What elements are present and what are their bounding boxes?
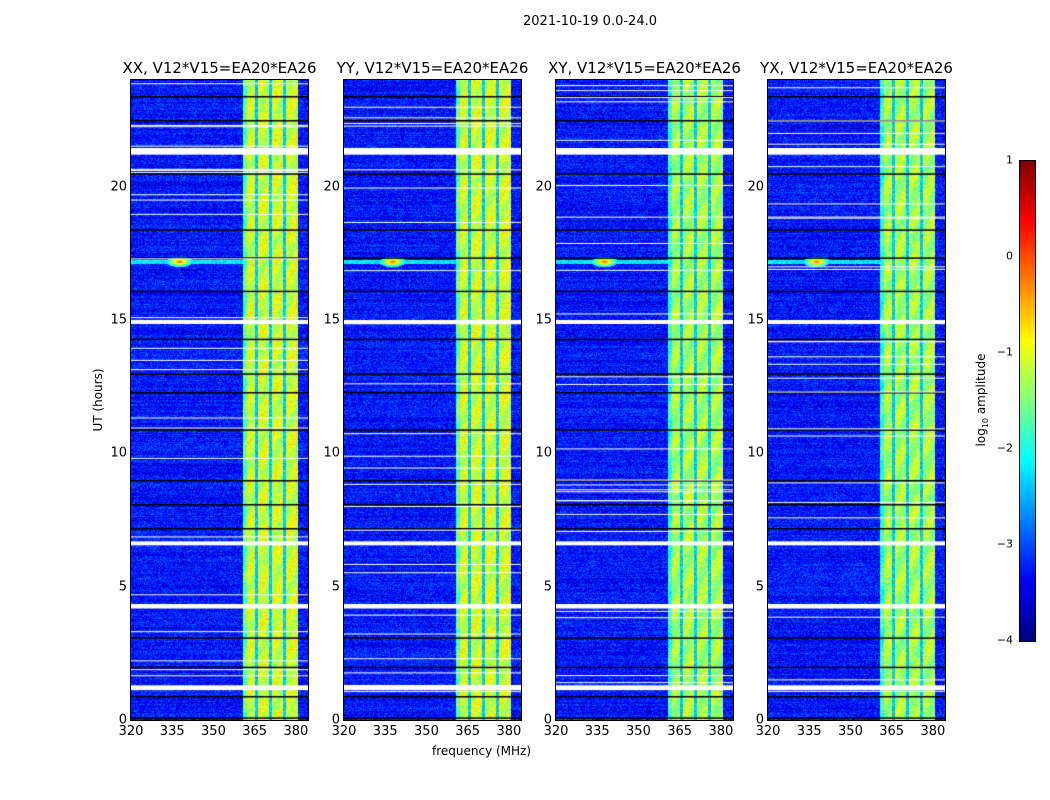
y-tick-label: 20 <box>323 179 340 195</box>
y-tick-label: 5 <box>755 579 764 595</box>
figure-title: 2021-10-19 0.0-24.0 <box>523 14 657 29</box>
y-tick-label: 5 <box>331 579 340 595</box>
x-tick-label: 350 <box>414 724 439 739</box>
spectrogram-panel-2 <box>555 79 734 721</box>
colorbar-tick-label: −2 <box>996 441 1013 455</box>
spectrogram-panel-0 <box>130 79 309 721</box>
y-tick-label: 10 <box>323 445 340 461</box>
x-tick-label: 365 <box>667 724 693 739</box>
y-tick-label: 15 <box>747 312 764 328</box>
y-tick-label: 0 <box>118 712 127 728</box>
x-tick-label: 365 <box>455 724 481 739</box>
panel-title: XX, V12*V15=EA20*EA26 <box>122 59 317 77</box>
y-axis-label: UT (hours) <box>91 368 105 432</box>
y-tick-label: 5 <box>543 579 552 595</box>
y-tick-label: 15 <box>323 312 340 328</box>
spectrogram-image <box>768 80 945 720</box>
colorbar-tick-label: −4 <box>996 633 1013 647</box>
x-tick-label: 320 <box>755 724 781 739</box>
panel-title: YX, V12*V15=EA20*EA26 <box>760 59 953 77</box>
spectrogram-image <box>344 80 521 720</box>
y-tick-label: 10 <box>110 445 127 461</box>
x-tick-label: 335 <box>372 724 398 739</box>
x-tick-label: 380 <box>708 724 734 739</box>
spectrogram-panel-3 <box>767 79 946 721</box>
x-tick-label: 380 <box>283 724 309 739</box>
x-tick-label: 320 <box>118 724 144 739</box>
panel-title: XY, V12*V15=EA20*EA26 <box>548 59 741 77</box>
y-tick-label: 15 <box>110 312 127 328</box>
colorbar <box>1019 160 1036 642</box>
x-tick-label: 335 <box>796 724 822 739</box>
colorbar-label: log10 amplitude <box>973 353 991 447</box>
spectrogram-image <box>131 80 308 720</box>
y-tick-label: 0 <box>331 712 340 728</box>
x-tick-label: 380 <box>920 724 946 739</box>
colorbar-tick-label: −1 <box>996 345 1013 359</box>
x-tick-label: 350 <box>626 724 651 739</box>
x-tick-label: 365 <box>242 724 268 739</box>
x-tick-label: 350 <box>838 724 863 739</box>
y-tick-label: 20 <box>747 179 764 195</box>
spectrogram-panel-1 <box>343 79 522 721</box>
x-tick-label: 335 <box>159 724 185 739</box>
y-tick-label: 0 <box>755 712 764 728</box>
x-tick-label: 320 <box>543 724 569 739</box>
colorbar-tick-label: 0 <box>1006 249 1013 263</box>
y-tick-label: 0 <box>543 712 552 728</box>
x-axis-label: frequency (MHz) <box>432 744 532 758</box>
y-tick-label: 20 <box>110 179 127 195</box>
y-tick-label: 10 <box>747 445 764 461</box>
x-tick-label: 350 <box>201 724 226 739</box>
colorbar-tick-label: −3 <box>996 537 1013 551</box>
x-tick-label: 365 <box>879 724 905 739</box>
y-tick-label: 5 <box>118 579 127 595</box>
x-tick-label: 320 <box>331 724 357 739</box>
y-tick-label: 10 <box>535 445 552 461</box>
panel-title: YY, V12*V15=EA20*EA26 <box>336 59 529 77</box>
x-tick-label: 335 <box>584 724 610 739</box>
y-tick-label: 15 <box>535 312 552 328</box>
spectrogram-image <box>556 80 733 720</box>
y-tick-label: 20 <box>535 179 552 195</box>
colorbar-tick-label: 1 <box>1006 153 1013 167</box>
x-tick-label: 380 <box>496 724 522 739</box>
